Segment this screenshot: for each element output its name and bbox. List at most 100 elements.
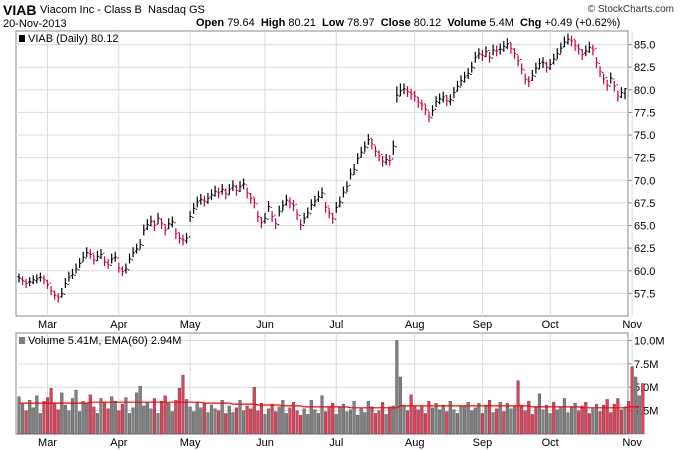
volume-bar [92,406,96,435]
volume-bar [263,414,267,435]
volume-tick-label: 7.5M [634,359,658,371]
company-label: Viacom Inc - Class B [40,4,142,16]
volume-bar [577,410,581,435]
volume-bar [238,400,242,435]
volume-bar [463,406,467,435]
volume-bar [591,408,595,435]
volume-bar [409,394,413,435]
chg-label: Chg [520,17,542,29]
volume-bar [138,386,142,435]
volume-bar [295,410,299,435]
price-tick-label: 57.5 [634,288,655,300]
volume-bar [569,407,574,435]
volume-bar [167,402,171,435]
volume-bar [619,409,623,435]
volume-bar [320,395,324,435]
volume-bar [530,414,534,435]
volume-bar [163,395,167,435]
volume-bar [594,403,599,435]
volume-bar [384,414,388,435]
volume-bar [181,374,185,435]
volume-bar [356,415,360,435]
price-month-label: May [180,319,201,331]
volume-bar [177,388,181,435]
volume-bar [373,413,378,435]
volume-bar [231,412,235,435]
volume-bar [38,413,42,435]
price-month-label: Jul [329,319,343,331]
volume-bar [402,404,406,435]
volume-bar [505,402,509,435]
volume-month-label: Apr [110,437,127,449]
company-name: Viacom Inc - Class B Nasdaq GS [40,4,205,16]
volume-bar [427,401,431,435]
volume-bar [562,398,566,435]
volume-bar [338,407,342,435]
volume-bar [135,392,139,435]
volume-month-label: Oct [542,437,559,449]
open-label: Open [196,17,225,29]
price-tick-label: 67.5 [634,198,655,210]
volume-bar [527,401,531,435]
volume-bar [56,409,60,435]
volume-bar [345,411,349,435]
volume-bar [274,411,278,435]
volume-bar [28,400,32,435]
volume-bar [313,409,317,435]
volume-bar [60,392,64,435]
high-label: High [260,17,286,29]
volume-bar [324,411,328,435]
volume-bar [120,403,124,435]
volume-value: 5.4M [489,17,514,29]
volume-bar [413,405,417,435]
price-tick-label: 62.5 [634,243,655,255]
volume-bar [480,413,484,435]
volume-bar [641,383,645,435]
open-value: 79.64 [227,17,255,29]
volume-bar [423,413,427,435]
volume-bar [156,413,160,435]
volume-bar [327,406,331,435]
quote-date: 20-Nov-2013 [3,18,67,30]
volume-bar [281,400,285,435]
close-label: Close [380,17,411,29]
volume-bar [559,406,563,435]
volume-bar [224,413,228,435]
volume-bar [537,393,541,435]
price-legend: VIAB (Daily) 80.12 [28,33,118,45]
volume-bar [477,402,481,435]
volume-bar [612,403,616,435]
volume-bar [270,403,274,435]
volume-bar [445,411,449,435]
volume-bar [145,402,149,435]
volume-bar [441,404,445,435]
volume-bar [416,409,420,435]
volume-bar [498,402,502,435]
volume-month-label: Sep [473,437,493,449]
volume-tick-label: 10.0M [634,335,665,347]
volume-bar [466,402,470,435]
volume-bar [78,411,82,435]
volume-bar [634,376,638,435]
volume-bar [103,402,107,435]
volume-bar [124,397,128,435]
volume-bar [188,406,192,435]
volume-month-label: Mar [38,437,57,449]
volume-bar [438,409,442,435]
volume-bar [545,404,549,435]
volume-bar [299,415,303,435]
volume-bar [316,413,320,435]
volume-bar [220,400,224,435]
volume-bar [256,410,260,435]
volume-bar [455,413,459,435]
volume-bar [555,409,559,435]
volume-bar [520,404,524,435]
volume-bar [21,403,25,435]
volume-bar [259,402,263,435]
volume-bar [609,412,613,435]
volume-bar [49,388,53,435]
volume-tick-label: 5.0M [634,382,658,394]
volume-bar [35,395,39,435]
volume-bar [199,407,203,435]
volume-bar [637,395,641,435]
